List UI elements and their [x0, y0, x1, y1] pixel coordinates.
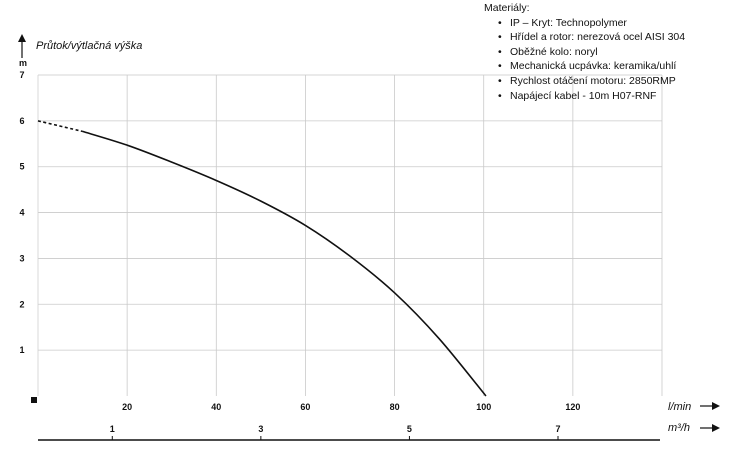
series-line	[82, 130, 487, 397]
x-tick-label: 40	[211, 402, 221, 412]
x2-tick-label: 7	[555, 424, 560, 434]
materials-list: IP – Kryt: TechnopolymerHřídel a rotor: …	[484, 16, 746, 104]
axes	[18, 34, 720, 441]
x-axis-title: l/min	[668, 401, 691, 413]
materials-box: Materiály: IP – Kryt: TechnopolymerHříde…	[484, 1, 746, 103]
y-tick-label: 7	[19, 70, 24, 80]
x-tick-label: 80	[390, 402, 400, 412]
materials-item: IP – Kryt: Technopolymer	[498, 16, 746, 31]
series-layer	[37, 120, 487, 397]
origin-marker	[31, 397, 37, 403]
materials-item: Napájecí kabel - 10m H07-RNF	[498, 89, 746, 104]
x2-tick-label: 1	[110, 424, 115, 434]
series-line-dashed	[37, 120, 83, 133]
materials-item: Oběžné kolo: noryl	[498, 45, 746, 60]
x-axis-arrow-head	[712, 402, 720, 410]
x2-axis-arrow-head	[712, 424, 720, 432]
x-tick-label: 100	[476, 402, 491, 412]
y-tick-label: 6	[19, 116, 24, 126]
materials-item: Hřídel a rotor: nerezová ocel AISI 304	[498, 30, 746, 45]
x2-axis-title: m³/h	[668, 422, 690, 434]
y-axis-title: Průtok/výtlačná výška	[36, 40, 142, 52]
y-tick-label: 1	[19, 345, 24, 355]
y-tick-label: 3	[19, 253, 24, 263]
y-axis-unit: m	[19, 58, 27, 68]
y-tick-label: 2	[19, 299, 24, 309]
x-tick-label: 20	[122, 402, 132, 412]
materials-item: Mechanická ucpávka: keramika/uhlí	[498, 59, 746, 74]
x-tick-label: 120	[565, 402, 580, 412]
y-tick-label: 5	[19, 162, 24, 172]
x-tick-label: 60	[300, 402, 310, 412]
materials-item: Rychlost otáčení motoru: 2850RMP	[498, 74, 746, 89]
tick-labels: 1 2 3 4 5 6 7 20 40 60 80 100 120 1 3 5 7	[19, 70, 580, 440]
materials-heading: Materiály:	[484, 2, 530, 14]
x2-tick-label: 3	[258, 424, 263, 434]
y-tick-label: 4	[19, 208, 24, 218]
x2-tick-label: 5	[407, 424, 412, 434]
grid-lines	[38, 74, 663, 396]
y-axis-arrow-head	[18, 34, 26, 42]
